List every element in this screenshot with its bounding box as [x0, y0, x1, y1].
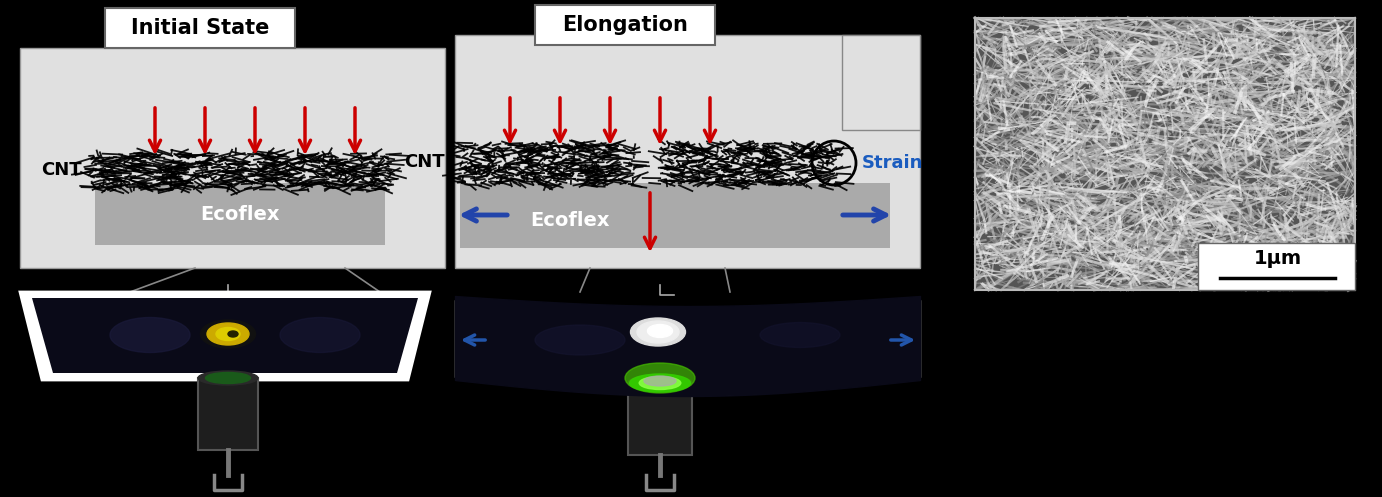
Bar	[105, 8, 294, 48]
Bar	[1198, 243, 1354, 290]
Bar	[198, 378, 258, 450]
Ellipse shape	[281, 318, 359, 352]
Bar	[455, 35, 920, 268]
Text: Ecoflex: Ecoflex	[200, 204, 279, 224]
Ellipse shape	[630, 318, 685, 346]
Ellipse shape	[630, 374, 691, 392]
Bar	[627, 383, 692, 455]
Text: CNT: CNT	[405, 153, 445, 171]
Polygon shape	[19, 292, 430, 380]
Ellipse shape	[625, 363, 695, 393]
Ellipse shape	[535, 325, 625, 355]
Bar	[974, 18, 1354, 290]
Ellipse shape	[637, 321, 679, 343]
Text: Strain: Strain	[862, 154, 923, 172]
Ellipse shape	[760, 323, 840, 347]
Bar	[460, 183, 890, 248]
Ellipse shape	[644, 376, 676, 386]
Bar	[19, 48, 445, 268]
Polygon shape	[32, 298, 417, 373]
Bar	[842, 35, 920, 130]
Ellipse shape	[648, 325, 673, 337]
Ellipse shape	[640, 377, 681, 390]
Text: 1μm: 1μm	[1253, 248, 1302, 267]
Ellipse shape	[627, 375, 692, 391]
Bar	[535, 5, 714, 45]
Bar	[95, 183, 386, 245]
Ellipse shape	[207, 323, 249, 345]
Ellipse shape	[200, 320, 256, 348]
Ellipse shape	[198, 371, 258, 385]
Text: CNT: CNT	[41, 161, 82, 179]
Text: Ecoflex: Ecoflex	[531, 211, 609, 230]
Bar	[974, 18, 1354, 290]
Ellipse shape	[228, 331, 238, 337]
Ellipse shape	[111, 318, 189, 352]
Text: Initial State: Initial State	[131, 18, 269, 38]
Ellipse shape	[216, 328, 240, 340]
Text: Elongation: Elongation	[562, 15, 688, 35]
Ellipse shape	[206, 372, 250, 384]
